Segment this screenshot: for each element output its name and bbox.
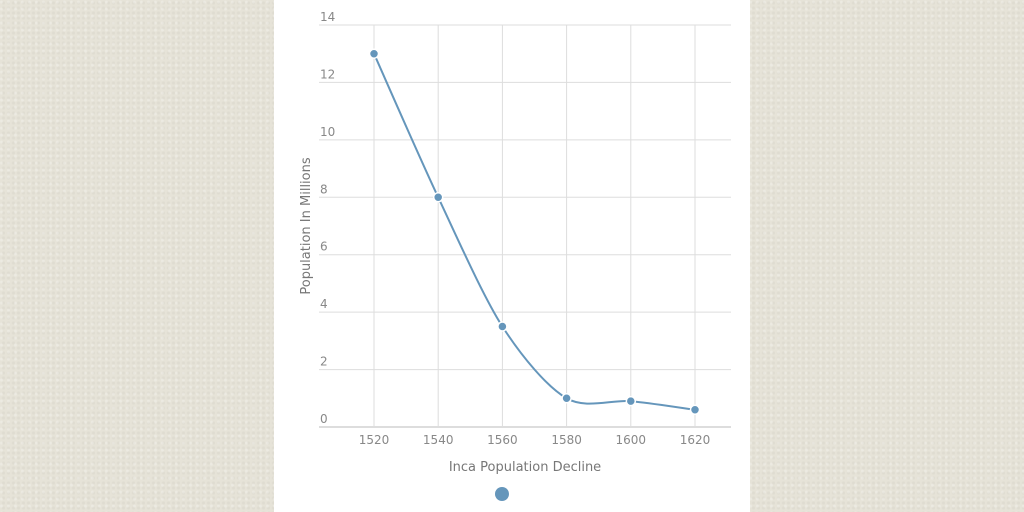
y-tick-label: 4 [320,297,328,311]
y-tick-label: 12 [320,67,335,81]
x-tick-labels: 1520 1540 1560 1580 1600 1620 [359,433,711,447]
y-axis-label: Population In Millions [299,157,314,294]
y-tick-label: 10 [320,125,335,139]
data-point[interactable] [689,404,701,416]
y-tick-label: 2 [320,355,328,369]
y-tick-label: 14 [320,10,335,24]
data-point[interactable] [561,393,572,404]
data-point[interactable] [368,48,380,59]
series-line [373,53,696,411]
y-tick-label: 0 [320,412,328,426]
legend-marker[interactable] [495,487,509,501]
x-axis-label: Inca Population Decline [449,460,601,475]
x-tick-label: 1620 [680,433,711,447]
x-tick-label: 1560 [487,433,518,447]
x-tick-label: 1520 [359,433,390,447]
y-tick-labels: 0 2 4 6 8 10 12 14 [320,10,335,426]
data-point[interactable] [432,192,444,203]
data-point[interactable] [497,321,508,332]
data-point[interactable] [625,395,637,407]
x-tick-label: 1540 [423,433,454,447]
grid [319,24,731,428]
x-tick-label: 1600 [616,433,647,447]
y-tick-label: 6 [320,240,328,254]
y-tick-label: 8 [320,182,328,196]
data-points [368,48,701,416]
x-tick-label: 1580 [551,433,582,447]
